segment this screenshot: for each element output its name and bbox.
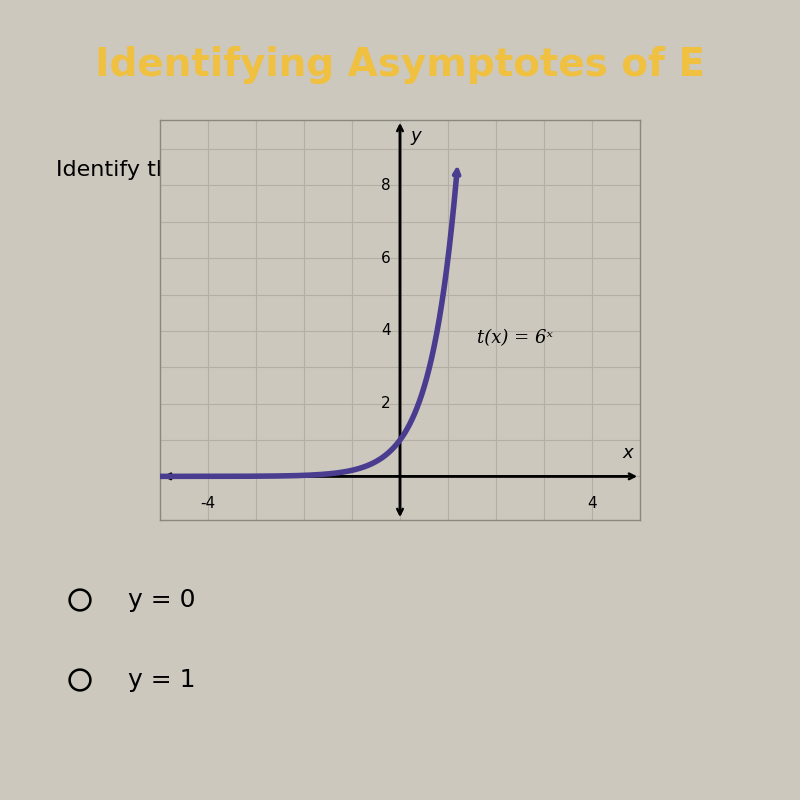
Text: 2: 2 — [381, 396, 390, 411]
Text: Identify the horizontal asymptote of each graph.: Identify the horizontal asymptote of eac… — [56, 160, 597, 180]
Text: 6: 6 — [381, 250, 390, 266]
Text: x: x — [622, 444, 634, 462]
Text: 8: 8 — [381, 178, 390, 193]
Text: t(x) = 6ˣ: t(x) = 6ˣ — [477, 329, 553, 347]
Text: 4: 4 — [381, 323, 390, 338]
Text: Identifying Asymptotes of E: Identifying Asymptotes of E — [95, 46, 705, 84]
Text: 4: 4 — [587, 496, 597, 511]
Text: y: y — [410, 127, 421, 146]
Text: -4: -4 — [201, 496, 215, 511]
Text: y = 1: y = 1 — [128, 668, 195, 692]
Text: y = 0: y = 0 — [128, 588, 195, 612]
